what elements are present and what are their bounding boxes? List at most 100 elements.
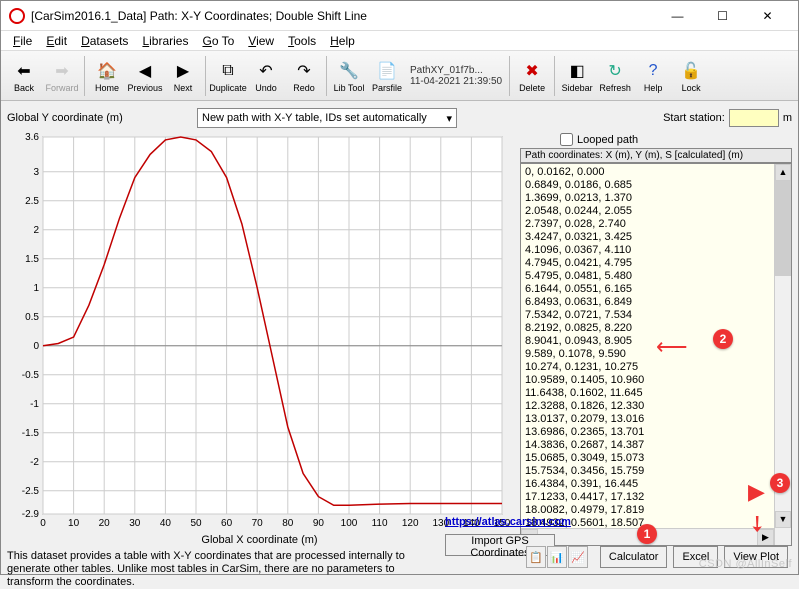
svg-text:120: 120 [402,518,419,529]
table-row: 5.4795, 0.0481, 5.480 [525,270,787,283]
help-icon: ? [641,59,665,83]
table-row: 12.3288, 0.1826, 12.330 [525,400,787,413]
menu-goto[interactable]: Go To [196,32,240,50]
delete-icon: ✖ [520,59,544,83]
undo-icon: ↶ [254,59,278,83]
svg-text:3.6: 3.6 [25,132,39,143]
table-row: 7.5342, 0.0721, 7.534 [525,309,787,322]
clip-icon-3[interactable]: 📈 [568,546,588,568]
svg-text:-2: -2 [30,457,39,468]
atlas-link[interactable]: https://atlas.carsim.com [445,516,571,528]
path-type-select[interactable]: New path with X-Y table, IDs set automat… [197,108,457,128]
svg-text:1: 1 [33,283,39,294]
redo-button[interactable]: ↷Redo [286,53,322,99]
parsfile-icon: 📄 [375,59,399,83]
menu-view[interactable]: View [242,32,280,50]
parsfile-info: PathXY_01f7b... 11-04-2021 21:39:50 [410,65,502,87]
calculator-button[interactable]: Calculator [600,546,668,568]
scroll-thumb-v[interactable] [775,181,791,276]
chevron-down-icon: ▾ [446,112,452,125]
forward-button[interactable]: ➡Forward [44,53,80,99]
svg-text:1.5: 1.5 [25,254,39,265]
delete-button[interactable]: ✖Delete [514,53,550,99]
table-row: 11.6438, 0.1602, 11.645 [525,387,787,400]
data-table-header: Path coordinates: X (m), Y (m), S [calcu… [520,148,792,163]
window-title: [CarSim2016.1_Data] Path: X-Y Coordinate… [31,9,655,23]
svg-text:80: 80 [282,518,294,529]
sidebar-icon: ◧ [565,59,589,83]
refresh-icon: ↻ [603,59,627,83]
table-row: 3.4247, 0.0321, 3.425 [525,231,787,244]
window-titlebar: [CarSim2016.1_Data] Path: X-Y Coordinate… [1,1,798,31]
close-button[interactable]: ✕ [745,2,790,30]
next-button[interactable]: ▶Next [165,53,201,99]
svg-text:20: 20 [99,518,111,529]
lock-icon: 🔓 [679,59,703,83]
svg-text:30: 30 [129,518,141,529]
scroll-up-icon[interactable]: ▲ [775,164,791,181]
redo-icon: ↷ [292,59,316,83]
duplicate-button[interactable]: ⧉Duplicate [210,53,246,99]
home-icon: 🏠 [95,59,119,83]
back-button[interactable]: ⬅Back [6,53,42,99]
menu-file[interactable]: File [7,32,38,50]
table-row: 2.0548, 0.0244, 2.055 [525,205,787,218]
help-button[interactable]: ?Help [635,53,671,99]
svg-text:2.5: 2.5 [25,196,39,207]
table-row: 1.3699, 0.0213, 1.370 [525,192,787,205]
svg-text:-2.9: -2.9 [22,509,40,520]
sidebar-button[interactable]: ◧Sidebar [559,53,595,99]
svg-text:50: 50 [190,518,202,529]
path-type-value: New path with X-Y table, IDs set automat… [202,112,427,124]
svg-text:0: 0 [33,341,39,352]
svg-text:0: 0 [40,518,46,529]
libtool-icon: 🔧 [337,59,361,83]
refresh-button[interactable]: ↻Refresh [597,53,633,99]
looped-checkbox[interactable]: Looped path [560,133,792,146]
start-station-input[interactable] [729,109,779,127]
menu-bar: File Edit Datasets Libraries Go To View … [1,31,798,51]
parsfile-button[interactable]: 📄Parsfile [369,53,405,99]
annotation-badge-3: 3 [770,473,790,493]
svg-text:40: 40 [160,518,172,529]
start-station-label: Start station: [663,112,725,124]
table-row: 0.6849, 0.0186, 0.685 [525,179,787,192]
table-row: 0, 0.0162, 0.000 [525,166,787,179]
looped-input[interactable] [560,133,573,146]
watermark: CSDN @AllInSelf [699,558,792,570]
annotation-badge-2: 2 [713,329,733,349]
minimize-button[interactable]: — [655,2,700,30]
undo-button[interactable]: ↶Undo [248,53,284,99]
svg-text:100: 100 [341,518,358,529]
svg-text:110: 110 [372,518,388,529]
menu-libraries[interactable]: Libraries [136,32,194,50]
svg-text:-1.5: -1.5 [22,428,40,439]
xy-chart: 0102030405060708090100110120130140150-2.… [7,131,512,536]
svg-text:70: 70 [252,518,264,529]
table-row: 15.0685, 0.3049, 15.073 [525,452,787,465]
menu-edit[interactable]: Edit [40,32,73,50]
clip-icon-1[interactable]: 📋 [526,546,546,568]
previous-button[interactable]: ◀Previous [127,53,163,99]
lock-button[interactable]: 🔓Lock [673,53,709,99]
annotation-arrow-2: ⟵ [656,334,688,360]
table-row: 6.1644, 0.0551, 6.165 [525,283,787,296]
small-clipboard-icons: 📋 📊 📈 [526,546,588,568]
libtool-button[interactable]: 🔧Lib Tool [331,53,367,99]
home-button[interactable]: 🏠Home [89,53,125,99]
table-row: 10.274, 0.1231, 10.275 [525,361,787,374]
svg-text:-1: -1 [30,399,39,410]
svg-text:10: 10 [68,518,80,529]
scroll-down-icon[interactable]: ▼ [775,511,791,528]
menu-tools[interactable]: Tools [282,32,322,50]
previous-icon: ◀ [133,59,157,83]
table-row: 15.7534, 0.3456, 15.759 [525,465,787,478]
maximize-button[interactable]: ☐ [700,2,745,30]
table-row: 13.0137, 0.2079, 13.016 [525,413,787,426]
menu-datasets[interactable]: Datasets [75,32,134,50]
menu-help[interactable]: Help [324,32,361,50]
table-row: 10.9589, 0.1405, 10.960 [525,374,787,387]
svg-text:-0.5: -0.5 [22,370,40,381]
y-axis-title: Global Y coordinate (m) [7,112,197,124]
clip-icon-2[interactable]: 📊 [547,546,567,568]
